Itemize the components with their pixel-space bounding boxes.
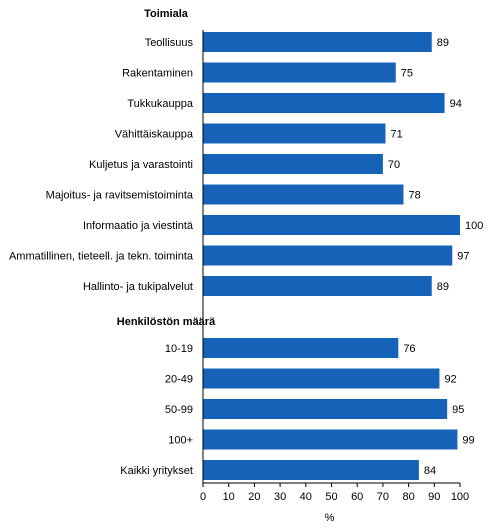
x-tick-label: 100 — [451, 491, 469, 503]
value-label: 92 — [444, 374, 456, 386]
labels-layer: Toimiala Teollisuus 89 Rakentaminen 75 Tukkuk… — [9, 8, 483, 477]
category-label: Kaikki yritykset — [120, 465, 193, 477]
x-tick-label: 80 — [402, 491, 414, 503]
group-title: Henkilöstön määrä — [117, 316, 216, 328]
bar — [203, 429, 458, 450]
x-tick-label: 90 — [428, 491, 440, 503]
value-label: 95 — [452, 404, 464, 416]
value-label: 100 — [465, 220, 483, 232]
category-label: Rakentaminen — [122, 68, 193, 80]
category-label: Informaatio ja viestintä — [83, 220, 194, 232]
category-label: Kuljetus ja varastointi — [89, 159, 193, 171]
x-axis: 0 10 20 30 40 50 60 70 80 90 100% — [200, 30, 469, 524]
category-label: Tukkukauppa — [127, 98, 194, 110]
category-label: 100+ — [168, 435, 193, 447]
value-label: 76 — [403, 343, 415, 355]
category-label: 10-19 — [165, 343, 193, 355]
category-label: Majoitus- ja ravitsemistoiminta — [46, 190, 194, 202]
category-label: 20-49 — [165, 374, 193, 386]
bar — [203, 245, 453, 266]
bar — [203, 399, 448, 419]
group-title: Toimiala — [144, 8, 189, 20]
value-label: 78 — [408, 190, 420, 202]
bar — [203, 123, 386, 144]
x-tick-label: 70 — [377, 491, 389, 503]
value-label: 97 — [457, 251, 469, 263]
bars-layer — [203, 32, 460, 480]
value-label: 84 — [424, 465, 436, 477]
category-label: Ammatillinen, tieteell. ja tekn. toimint… — [9, 251, 194, 263]
bar — [203, 62, 396, 83]
bar — [203, 154, 383, 174]
x-tick-label: 10 — [223, 491, 235, 503]
bar — [203, 368, 440, 389]
category-label: Hallinto- ja tukipalvelut — [83, 281, 193, 293]
bar — [203, 93, 445, 113]
value-label: 94 — [450, 98, 462, 110]
x-tick-label: 30 — [274, 491, 286, 503]
value-label: 70 — [388, 159, 400, 171]
bar — [203, 184, 404, 205]
value-label: 99 — [462, 435, 474, 447]
x-tick-label: 60 — [351, 491, 363, 503]
x-tick-label: 40 — [300, 491, 312, 503]
value-label: 89 — [437, 281, 449, 293]
bar — [203, 32, 432, 52]
value-label: 75 — [401, 68, 413, 80]
bar — [203, 276, 432, 296]
category-label: 50-99 — [165, 404, 193, 416]
bar — [203, 215, 460, 235]
x-axis-label: % — [325, 512, 335, 524]
category-label: Teollisuus — [145, 37, 194, 49]
bar — [203, 338, 399, 358]
x-tick-label: 0 — [200, 491, 206, 503]
category-label: Vähittäiskauppa — [115, 129, 194, 141]
x-tick-label: 50 — [325, 491, 337, 503]
value-label: 71 — [390, 129, 402, 141]
x-tick-label: 20 — [248, 491, 260, 503]
value-label: 89 — [437, 37, 449, 49]
bar — [203, 460, 419, 480]
